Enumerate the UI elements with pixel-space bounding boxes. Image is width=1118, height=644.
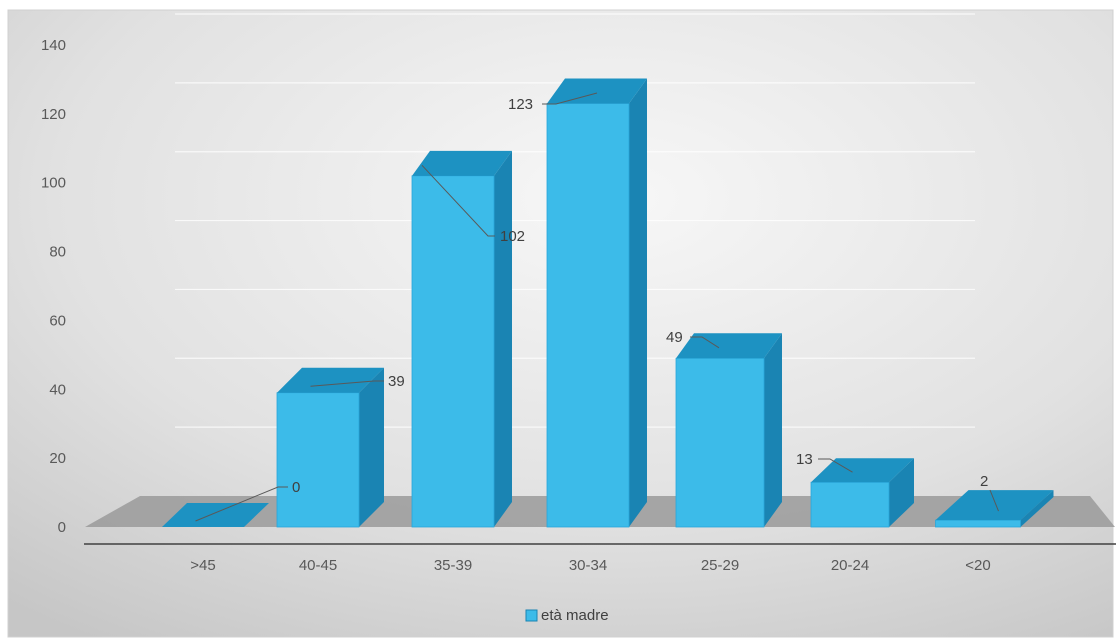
legend: età madre xyxy=(525,607,609,624)
bar-top xyxy=(412,150,512,176)
x-category-label: 40-45 xyxy=(299,557,337,574)
y-tick-label: 100 xyxy=(41,175,66,192)
data-label-leader xyxy=(690,336,720,349)
bar-top xyxy=(676,333,782,359)
y-tick-label: 140 xyxy=(41,37,66,54)
y-tick-label: 20 xyxy=(49,450,66,467)
data-label: 49 xyxy=(666,329,683,346)
bar-side xyxy=(889,458,914,527)
bar-20-24 xyxy=(810,458,914,528)
data-label: 39 xyxy=(388,373,405,390)
y-tick-label: 60 xyxy=(49,312,66,329)
data-label-leader xyxy=(195,486,288,522)
bar-top xyxy=(277,367,384,393)
bar-front xyxy=(276,392,360,528)
bar-top xyxy=(162,503,269,527)
data-label: 102 xyxy=(500,228,525,245)
bar-top xyxy=(547,78,647,104)
x-category-label: 25-29 xyxy=(701,557,739,574)
x-category-label: 30-34 xyxy=(569,557,607,574)
bar-front xyxy=(411,175,495,528)
bar-side xyxy=(494,150,512,528)
data-label: 13 xyxy=(796,451,813,468)
y-tick-label: 120 xyxy=(41,106,66,123)
bar-front xyxy=(935,519,1021,528)
data-label-leader xyxy=(421,164,495,237)
bar-25-29 xyxy=(675,333,782,528)
bar-side xyxy=(1020,490,1054,527)
x-category-label: 35-39 xyxy=(434,557,472,574)
bar-front xyxy=(546,103,630,528)
bar-side xyxy=(359,367,384,527)
x-category-label: 20-24 xyxy=(831,557,869,574)
data-label: 2 xyxy=(980,473,988,490)
data-label-leader xyxy=(310,380,384,387)
bar-30-34 xyxy=(546,78,647,528)
bar-top xyxy=(935,490,1054,521)
legend-label-eta-madre: età madre xyxy=(541,607,609,624)
bar-40-45 xyxy=(276,367,384,528)
legend-swatch-eta-madre xyxy=(525,609,538,622)
bar-top xyxy=(811,458,914,483)
y-tick-label: 40 xyxy=(49,381,66,398)
x-category-label: <20 xyxy=(965,557,990,574)
data-label: 123 xyxy=(508,96,533,113)
bar-side xyxy=(629,78,647,528)
bar-front xyxy=(810,481,890,528)
y-tick-label: 80 xyxy=(49,244,66,261)
y-tick-label: 0 xyxy=(58,519,66,536)
x-category-label: >45 xyxy=(190,557,215,574)
bar-side xyxy=(764,333,782,527)
data-label-leader xyxy=(818,458,853,473)
bar-<20 xyxy=(935,490,1054,528)
data-label-leader xyxy=(542,92,598,105)
data-label-leader xyxy=(989,489,999,512)
data-label: 0 xyxy=(292,479,300,496)
bar-35-39 xyxy=(411,150,512,528)
bar-front xyxy=(675,357,765,528)
bar->45 xyxy=(162,503,269,527)
